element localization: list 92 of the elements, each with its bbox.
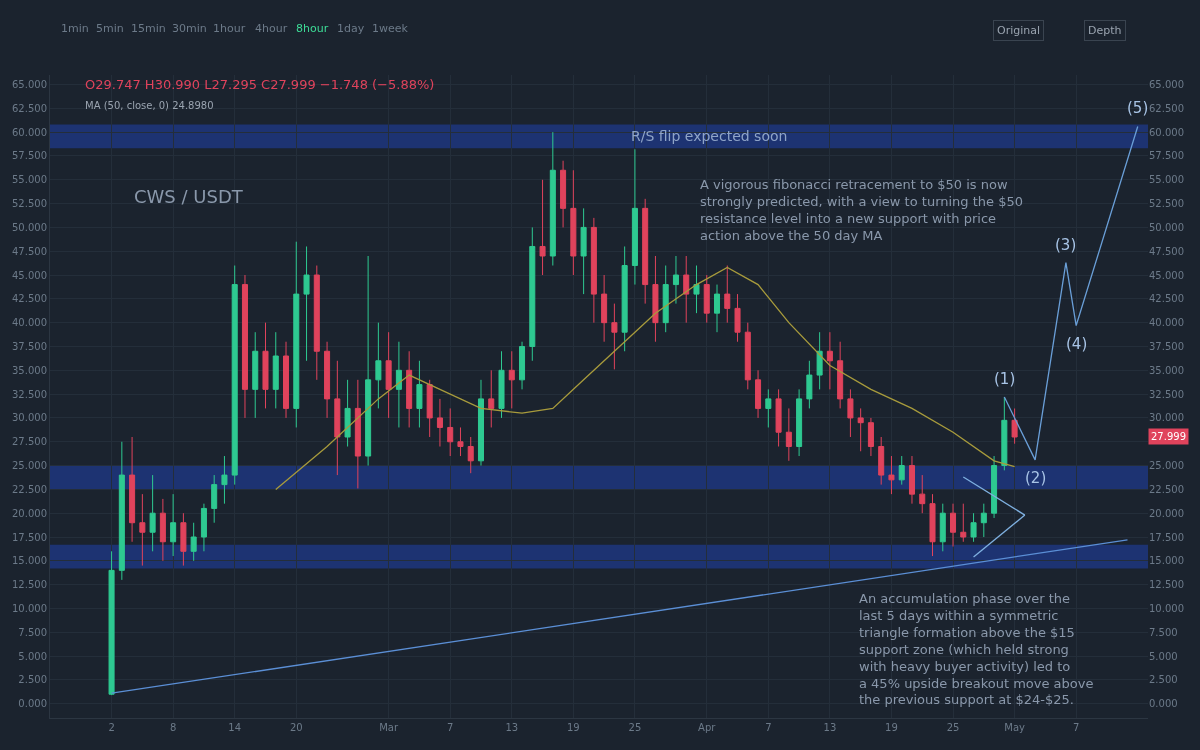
y-tick-label: 62.500 (12, 102, 47, 114)
annotation: A vigorous fibonacci retracement to $50 is now strongly predicted, with a view to turning the $50 resistance level into a new support with price action above the 50 day MA (700, 177, 1024, 243)
text: 15min (131, 22, 166, 35)
y-tick-label: 25.000 (12, 460, 47, 472)
x-tick-label: May (1004, 722, 1026, 733)
y-tick-label: 52.500 (12, 198, 47, 210)
annotation: O29.747 H30.990 L27.295 C27.999 −1.748 (−5.88%) (85, 77, 435, 92)
annotation: MA (50, close, 0) 24.8980 (85, 100, 214, 111)
x-tick-label: 7 (1072, 722, 1080, 733)
x-tick-label: 2 (108, 722, 115, 733)
y-tick-label: 42.500 (12, 293, 47, 305)
x-tick-label: Mar (379, 722, 399, 733)
text: 1week (372, 22, 409, 35)
y2-tick-label: 10.000 (1149, 602, 1184, 614)
text: 1min (61, 22, 89, 35)
text: 8hour (296, 22, 329, 35)
y2-tick-label: 12.500 (1149, 579, 1184, 591)
x-tick-label: 13 (505, 722, 519, 733)
y2-tick-label: 32.500 (1149, 388, 1184, 400)
y-tick-label: 2.500 (18, 674, 47, 686)
y-tick-label: 12.500 (12, 579, 47, 591)
text: Original (997, 24, 1041, 37)
y2-tick-label: 35.000 (1149, 364, 1184, 376)
y-tick-label: 50.000 (12, 221, 47, 233)
text: 5min (96, 22, 124, 35)
y-tick-label: 20.000 (12, 507, 47, 519)
band-label: R/S flip expected soon (631, 128, 788, 144)
annotation: (3) (1055, 236, 1077, 254)
y-tick-label: 37.500 (12, 340, 47, 352)
y2-tick-label: 20.000 (1149, 507, 1184, 519)
y2-tick-label: 60.000 (1149, 126, 1184, 138)
text: 1hour (213, 22, 246, 35)
y2-tick-label: 22.500 (1149, 483, 1184, 495)
y2-tick-label: 47.500 (1149, 245, 1184, 257)
annotation: (5) (1127, 99, 1149, 117)
y-tick-label: 0.000 (18, 698, 47, 710)
y2-tick-label: 7.500 (1149, 626, 1178, 638)
y2-tick-label: 40.000 (1149, 317, 1184, 329)
y-tick-label: 60.000 (12, 126, 47, 138)
text: Depth (1088, 24, 1122, 37)
y2-tick-label: 25.000 (1149, 460, 1184, 472)
text: CWS / USDT (134, 186, 244, 207)
y2-tick-label: 62.500 (1149, 102, 1184, 114)
y-tick-label: 30.000 (12, 412, 47, 424)
y2-tick-label: 30.000 (1149, 412, 1184, 424)
x-tick-label: 25 (628, 722, 642, 733)
x-tick-label: 8 (169, 722, 177, 733)
x-tick-label: 25 (946, 722, 960, 733)
y-tick-label: 7.500 (18, 626, 47, 638)
x-tick-label: 19 (566, 722, 580, 733)
y2-tick-label: 65.000 (1149, 79, 1184, 91)
x-tick-label: Apr (698, 722, 717, 733)
y-tick-label: 35.000 (12, 364, 47, 376)
y-tick-label: 32.500 (12, 388, 47, 400)
text: 4hour (255, 22, 288, 35)
y-tick-label: 17.500 (12, 531, 47, 543)
x-tick-label: 19 (885, 722, 898, 733)
y-tick-label: 22.500 (12, 483, 47, 495)
y-tick-label: 55.000 (12, 174, 47, 186)
y2-tick-label: 42.500 (1149, 293, 1184, 305)
y2-tick-label: 55.000 (1149, 174, 1184, 186)
y-tick-label: 27.500 (12, 436, 47, 448)
y-tick-label: 45.000 (12, 269, 47, 281)
y2-tick-label: 17.500 (1149, 531, 1184, 543)
y-tick-label: 40.000 (12, 317, 47, 329)
text: 30min (172, 22, 207, 35)
y2-tick-label: 37.500 (1149, 340, 1184, 352)
x-tick-label: 14 (228, 722, 242, 733)
y-tick-label: 5.000 (18, 650, 47, 662)
y2-tick-label: 5.000 (1149, 650, 1178, 662)
text: 1day (337, 22, 365, 35)
x-tick-label: 7 (765, 722, 772, 733)
annotation: (4) (1066, 335, 1088, 353)
y2-tick-label: 2.500 (1149, 674, 1178, 686)
y-tick-label: 15.000 (12, 555, 47, 567)
x-tick-label: 13 (823, 722, 837, 733)
annotation: (2) (1025, 469, 1047, 487)
y2-tick-label: 45.000 (1149, 269, 1184, 281)
y-tick-label: 65.000 (12, 79, 47, 91)
y-tick-label: 47.500 (12, 245, 47, 257)
x-tick-label: 20 (289, 722, 303, 733)
y-tick-label: 10.000 (12, 602, 47, 614)
y2-tick-label: 57.500 (1149, 150, 1184, 162)
y2-tick-label: 15.000 (1149, 555, 1184, 567)
y2-tick-label: 50.000 (1149, 221, 1184, 233)
y2-tick-label: 0.000 (1149, 698, 1178, 710)
x-tick-label: 7 (447, 722, 454, 733)
y2-tick-label: 52.500 (1149, 198, 1184, 210)
annotation: (1) (994, 370, 1016, 388)
y-tick-label: 57.500 (12, 150, 47, 162)
annotation: An accumulation phase over the last 5 days within a symmetric triangle formation above the $15 support zone (which held strong with heavy buyer activity) led to a 45% upside breakout move above the previous support at $24-$25. (859, 591, 1094, 708)
annotation: 27.999 (1151, 431, 1186, 442)
